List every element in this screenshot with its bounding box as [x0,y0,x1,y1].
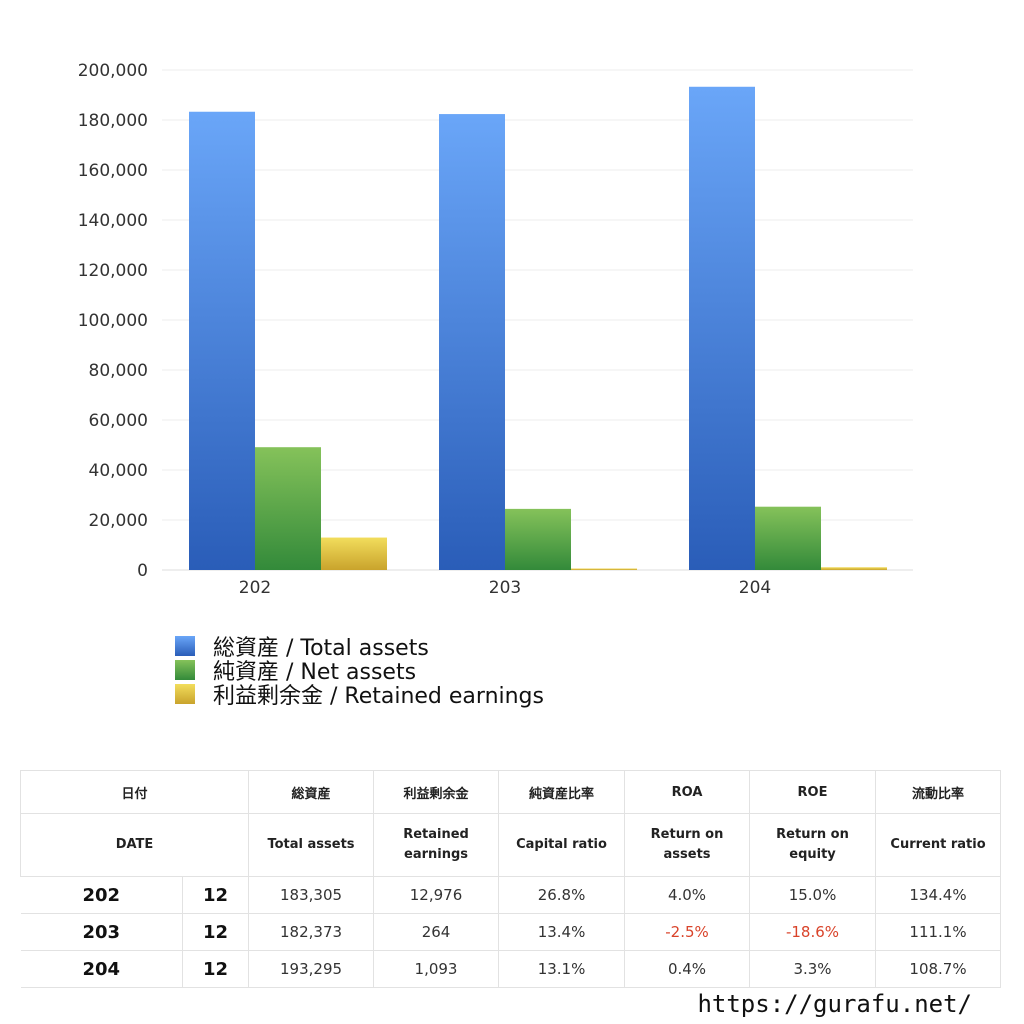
cell-year: 203 [20,913,183,951]
legend-item-retained-earnings: 利益剰余金 / Retained earnings [175,682,544,709]
y-tick-label: 40,000 [89,461,148,481]
y-tick-label: 200,000 [78,61,148,81]
y-tick-label: 120,000 [78,261,148,281]
cell-month: 12 [181,950,250,988]
y-tick-label: 180,000 [78,111,148,131]
financial-table: 日付 総資産 利益剰余金 純資産比率 ROA ROE 流動比率 DATE Tot… [19,770,1002,988]
table-header-row-jp: 日付 総資産 利益剰余金 純資産比率 ROA ROE 流動比率 [19,770,1002,814]
legend-label-total-assets: 総資産 / Total assets [213,636,429,661]
site-url[interactable]: https://gurafu.net/ [697,990,972,1018]
header-roa-jp: ROA [624,770,751,814]
y-tick-label: 0 [137,561,148,581]
header-current-ratio-jp: 流動比率 [875,770,1002,814]
cell-capital-ratio: 13.4% [498,913,626,951]
cell-retained: 12,976 [373,876,500,914]
x-tick-label: 204 [739,578,771,598]
cell-roe: 15.0% [749,876,877,914]
header-current-ratio-en: Current ratio [875,813,1002,877]
bar [189,111,255,571]
cell-roa: 0.4% [624,950,751,988]
x-tick-label: 203 [489,578,521,598]
y-tick-label: 20,000 [89,511,148,531]
header-date-jp: 日付 [19,770,250,814]
y-tick-label: 160,000 [78,161,148,181]
table-row: 204 12 193,295 1,093 13.1% 0.4% 3.3% 108… [20,950,1002,988]
cell-month: 12 [181,913,250,951]
header-capital-ratio-jp: 純資産比率 [498,770,626,814]
bar [689,86,755,570]
bar-chart: 0 20,000 40,000 60,000 80,000 100,000 120,000 1… [78,61,913,598]
header-total-assets-en: Total assets [248,813,375,877]
cell-year: 204 [20,950,183,988]
legend-item-net-assets: 純資産 / Net assets [175,658,544,685]
y-tick-label: 60,000 [89,411,148,431]
cell-roa: 4.0% [624,876,751,914]
bar [255,447,321,570]
cell-total-assets: 182,373 [248,913,375,951]
bar [439,114,505,570]
header-roe-jp: ROE [749,770,877,814]
cell-roe: 3.3% [749,950,877,988]
bar [821,567,887,570]
header-retained-en: Retained earnings [373,813,500,877]
legend-swatch-total-assets [175,636,195,656]
header-total-assets-jp: 総資産 [248,770,375,814]
y-tick-label: 140,000 [78,211,148,231]
bar [505,508,571,570]
chart-legend: 総資産 / Total assets 純資産 / Net assets 利益剰余… [175,634,544,709]
cell-current-ratio: 111.1% [875,913,1002,951]
cell-total-assets: 183,305 [248,876,375,914]
x-tick-label: 202 [239,578,271,598]
cell-retained: 264 [373,913,500,951]
table-row: 202 12 183,305 12,976 26.8% 4.0% 15.0% 1… [20,876,1002,914]
y-tick-label: 100,000 [78,311,148,331]
bar [755,506,821,570]
table-header-row-en: DATE Total assets Retained earnings Capi… [19,813,1002,877]
chart-labels: 0 20,000 40,000 60,000 80,000 100,000 120,000 1… [78,61,772,598]
chart-bars [189,86,887,571]
cell-capital-ratio: 13.1% [498,950,626,988]
cell-retained: 1,093 [373,950,500,988]
legend-label-retained-earnings: 利益剰余金 / Retained earnings [213,684,544,709]
legend-swatch-retained-earnings [175,684,195,704]
header-date-en: DATE [19,813,250,877]
cell-roe: -18.6% [749,913,877,951]
header-retained-jp: 利益剰余金 [373,770,500,814]
header-roa-en: Return on assets [624,813,751,877]
legend-swatch-net-assets [175,660,195,680]
cell-current-ratio: 134.4% [875,876,1002,914]
bar [321,537,387,570]
header-roe-en: Return on equity [749,813,877,877]
legend-label-net-assets: 純資産 / Net assets [213,660,417,685]
bar [571,568,637,570]
header-capital-ratio-en: Capital ratio [498,813,626,877]
cell-capital-ratio: 26.8% [498,876,626,914]
legend-item-total-assets: 総資産 / Total assets [175,634,544,661]
cell-year: 202 [20,876,183,914]
cell-roa: -2.5% [624,913,751,951]
cell-current-ratio: 108.7% [875,950,1002,988]
y-tick-label: 80,000 [89,361,148,381]
cell-total-assets: 193,295 [248,950,375,988]
cell-month: 12 [181,876,250,914]
table-row: 203 12 182,373 264 13.4% -2.5% -18.6% 11… [20,913,1002,951]
